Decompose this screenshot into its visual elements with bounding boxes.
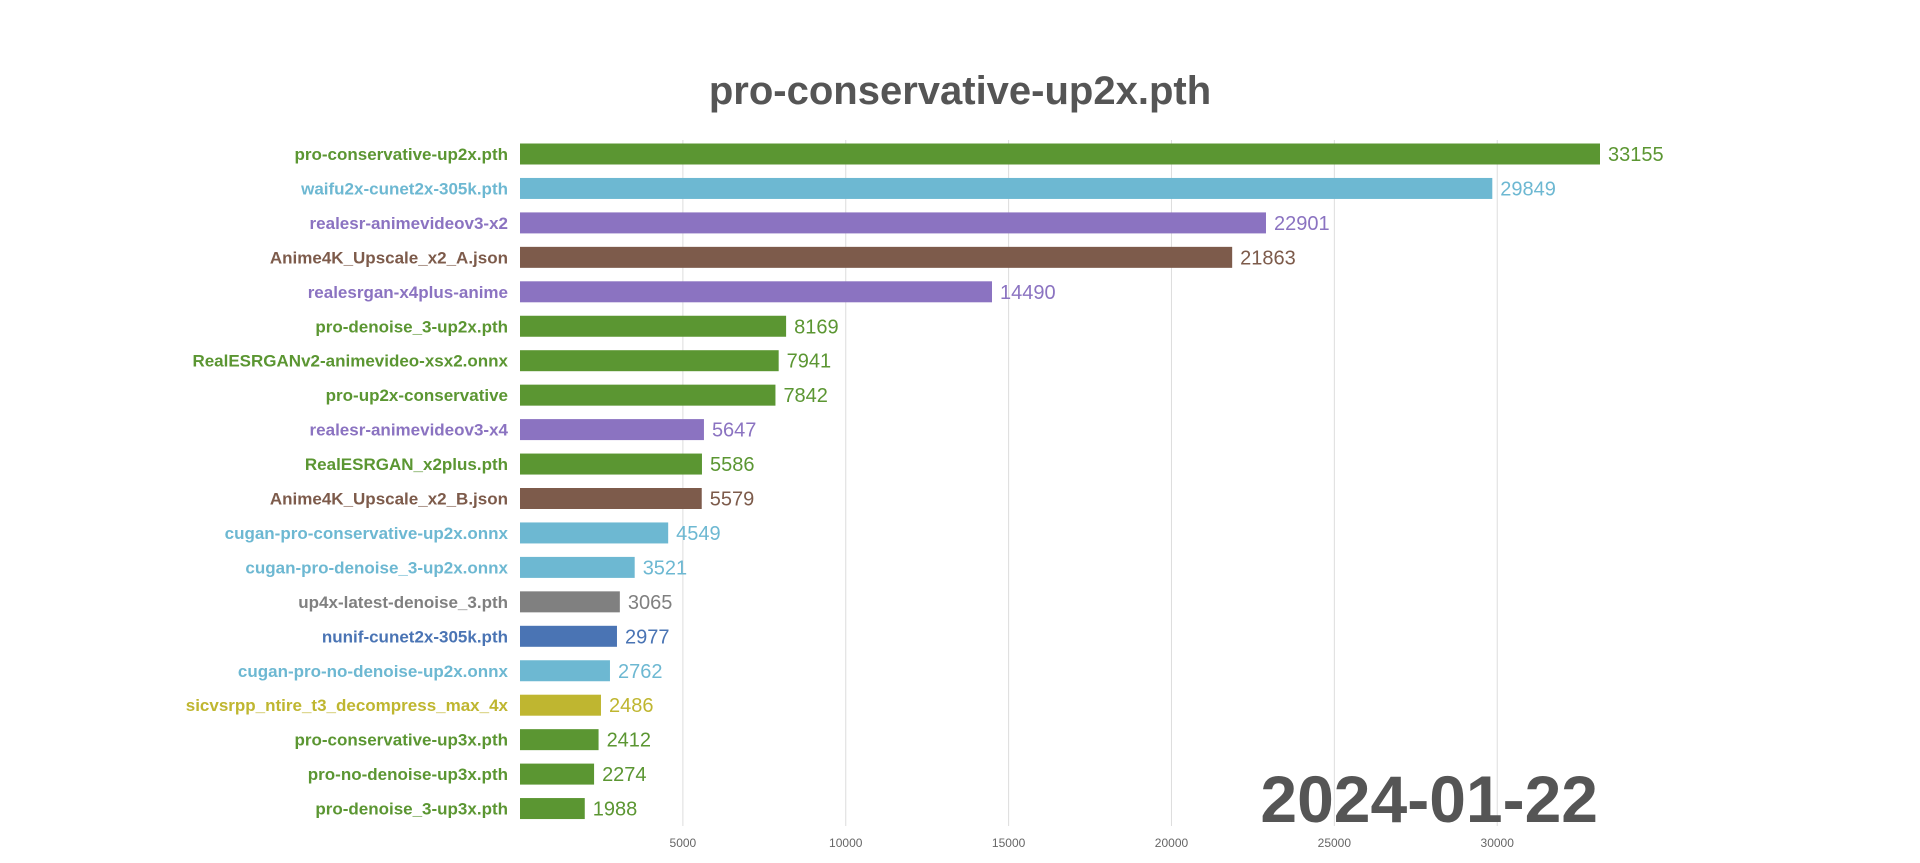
value-label: 29849 bbox=[1500, 178, 1556, 200]
category-label: RealESRGANv2-animevideo-xsx2.onnx bbox=[192, 352, 508, 371]
x-tick-label: 20000 bbox=[1155, 836, 1189, 850]
category-label: cugan-pro-conservative-up2x.onnx bbox=[225, 524, 509, 543]
bar bbox=[520, 763, 595, 785]
category-label: pro-conservative-up2x.pth bbox=[295, 145, 509, 164]
grid-lines bbox=[682, 140, 1498, 826]
category-label: cugan-pro-no-denoise-up2x.onnx bbox=[238, 662, 509, 681]
category-label: up4x-latest-denoise_3.pth bbox=[298, 593, 508, 612]
bar bbox=[520, 453, 702, 475]
bar bbox=[520, 246, 1233, 268]
bar bbox=[520, 350, 779, 372]
category-label: realesr-animevideov3-x4 bbox=[310, 421, 509, 440]
category-label: sicvsrpp_ntire_t3_decompress_max_4x bbox=[186, 696, 509, 715]
bar bbox=[520, 522, 669, 544]
bar bbox=[520, 694, 601, 716]
bar bbox=[520, 143, 1600, 165]
category-label: pro-no-denoise-up3x.pth bbox=[308, 765, 508, 784]
x-tick-label: 10000 bbox=[829, 836, 863, 850]
x-tick-label: 5000 bbox=[670, 836, 697, 850]
category-label: realesrgan-x4plus-anime bbox=[308, 283, 508, 302]
x-tick-label: 15000 bbox=[992, 836, 1026, 850]
category-label: pro-denoise_3-up2x.pth bbox=[315, 317, 508, 336]
value-label: 2274 bbox=[602, 764, 647, 786]
value-label: 3065 bbox=[628, 592, 673, 614]
value-label: 21863 bbox=[1240, 247, 1296, 269]
bars-group: pro-conservative-up2x.pth 33155 waifu2x-cu… bbox=[186, 143, 1664, 821]
x-axis-ticks: 5000 10000 15000 20000 25000 30000 bbox=[670, 836, 1515, 850]
bar bbox=[520, 729, 599, 751]
value-label: 2486 bbox=[609, 695, 654, 717]
category-label: pro-conservative-up3x.pth bbox=[295, 731, 509, 750]
value-label: 4549 bbox=[676, 523, 721, 545]
bar bbox=[520, 488, 702, 509]
category-label: Anime4K_Upscale_x2_B.json bbox=[270, 490, 508, 509]
bar bbox=[520, 419, 704, 441]
value-label: 33155 bbox=[1608, 144, 1664, 166]
bar bbox=[520, 177, 1493, 199]
category-label: pro-denoise_3-up3x.pth bbox=[315, 800, 508, 819]
category-label: pro-up2x-conservative bbox=[326, 386, 508, 405]
value-label: 2977 bbox=[625, 626, 670, 648]
value-label: 7842 bbox=[783, 385, 828, 407]
bar bbox=[520, 281, 993, 303]
chart-title: pro-conservative-up2x.pth bbox=[709, 69, 1211, 113]
bar bbox=[520, 556, 635, 578]
category-label: cugan-pro-denoise_3-up2x.onnx bbox=[245, 558, 508, 577]
date-label: 2024-01-22 bbox=[1260, 762, 1598, 836]
category-label: realesr-animevideov3-x2 bbox=[310, 214, 508, 233]
bar bbox=[520, 384, 776, 406]
bar bbox=[520, 660, 610, 682]
bar bbox=[520, 212, 1266, 234]
x-tick-label: 25000 bbox=[1318, 836, 1352, 850]
value-label: 3521 bbox=[643, 557, 688, 579]
value-label: 8169 bbox=[794, 316, 839, 338]
bar bbox=[520, 315, 787, 337]
value-label: 2412 bbox=[607, 730, 652, 752]
category-label: RealESRGAN_x2plus.pth bbox=[305, 455, 508, 474]
bar bbox=[520, 625, 617, 647]
x-tick-label: 30000 bbox=[1481, 836, 1515, 850]
value-label: 5647 bbox=[712, 420, 757, 442]
category-label: Anime4K_Upscale_x2_A.json bbox=[270, 248, 508, 267]
value-label: 5586 bbox=[710, 454, 755, 476]
value-label: 5579 bbox=[710, 489, 755, 511]
value-label: 7941 bbox=[787, 351, 832, 373]
category-label: waifu2x-cunet2x-305k.pth bbox=[300, 179, 508, 198]
value-label: 1988 bbox=[593, 799, 638, 821]
bar bbox=[520, 591, 620, 613]
value-label: 14490 bbox=[1000, 282, 1056, 304]
category-label: nunif-cunet2x-305k.pth bbox=[322, 627, 508, 646]
bar bbox=[520, 798, 585, 820]
value-label: 22901 bbox=[1274, 213, 1330, 235]
value-label: 2762 bbox=[618, 661, 663, 683]
